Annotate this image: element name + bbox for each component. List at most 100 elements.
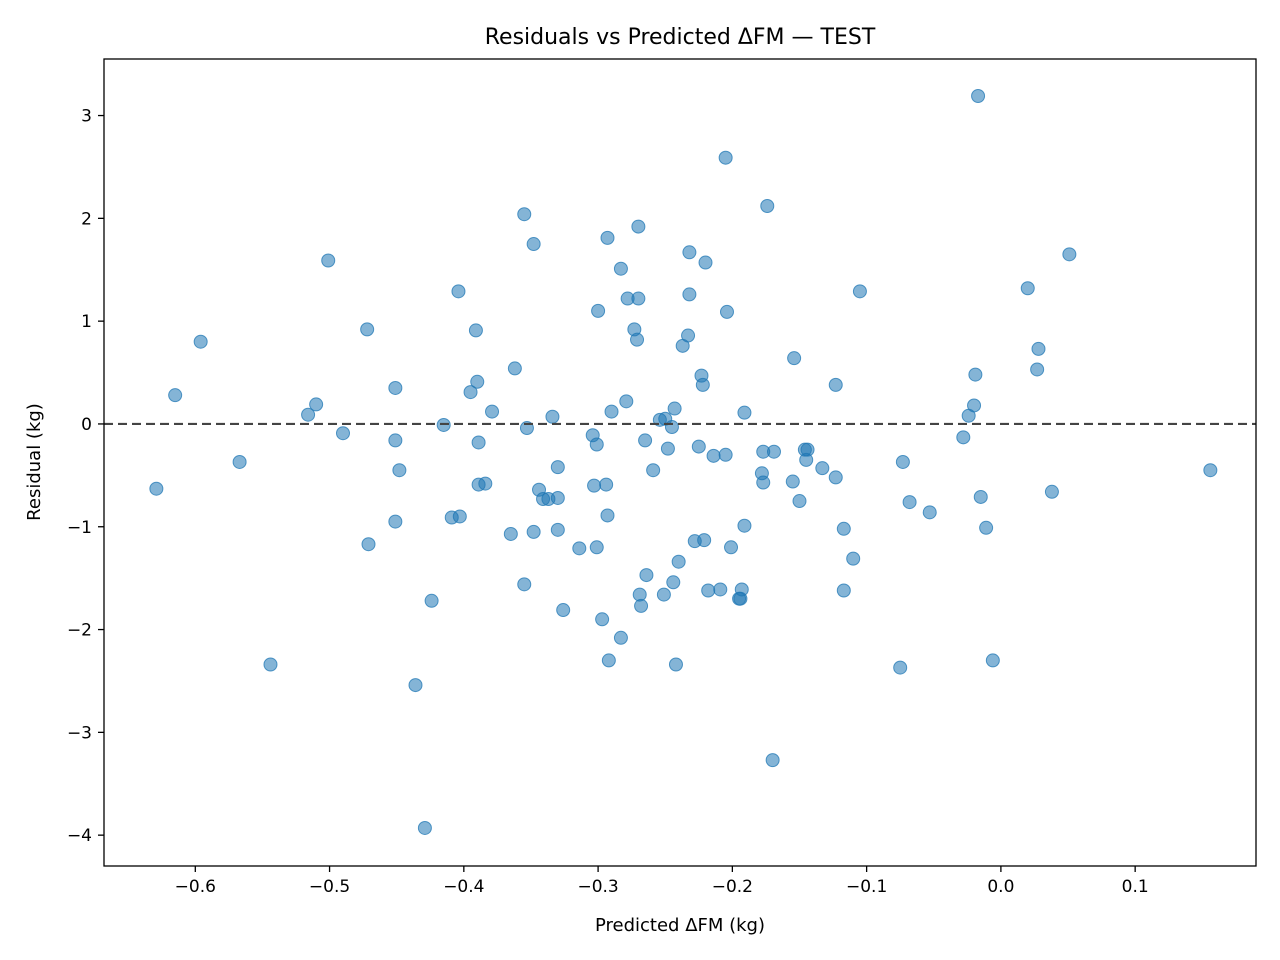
data-point xyxy=(660,441,675,456)
data-point xyxy=(895,454,910,469)
data-point xyxy=(682,287,697,302)
data-point xyxy=(967,398,982,413)
data-point xyxy=(600,230,615,245)
y-tick-label: 3 xyxy=(81,107,92,127)
data-point xyxy=(766,444,781,459)
data-point xyxy=(604,404,619,419)
data-point xyxy=(698,255,713,270)
data-point xyxy=(734,582,749,597)
data-point xyxy=(526,237,541,252)
data-point xyxy=(1044,484,1059,499)
data-point xyxy=(691,439,706,454)
data-point xyxy=(815,461,830,476)
data-point xyxy=(1020,281,1035,296)
data-point xyxy=(232,454,247,469)
data-point xyxy=(193,334,208,349)
data-point xyxy=(846,551,861,566)
data-point xyxy=(656,587,671,602)
data-point xyxy=(168,388,183,403)
data-point xyxy=(668,657,683,672)
y-tick-label: −2 xyxy=(67,621,92,641)
data-point xyxy=(1030,362,1045,377)
data-point xyxy=(695,377,710,392)
data-point xyxy=(724,540,739,555)
x-tick-label: −0.2 xyxy=(712,877,753,897)
x-tick-label: −0.5 xyxy=(309,877,350,897)
data-point xyxy=(309,397,324,412)
data-point xyxy=(613,261,628,276)
data-point xyxy=(392,463,407,478)
data-point xyxy=(785,474,800,489)
data-point xyxy=(1031,341,1046,356)
x-tick-label: 0.0 xyxy=(987,877,1014,897)
data-point xyxy=(922,505,937,520)
data-point xyxy=(667,401,682,416)
data-point xyxy=(956,430,971,445)
points-layer xyxy=(149,89,1218,835)
data-point xyxy=(719,304,734,319)
data-point xyxy=(545,409,560,424)
data-point xyxy=(828,377,843,392)
data-point xyxy=(792,494,807,509)
y-tick-label: 2 xyxy=(81,209,92,229)
data-point xyxy=(526,524,541,539)
data-point xyxy=(760,199,775,214)
data-point xyxy=(737,405,752,420)
data-point xyxy=(600,508,615,523)
data-point xyxy=(968,367,983,382)
data-point xyxy=(631,291,646,306)
data-point xyxy=(478,476,493,491)
x-tick-label: −0.1 xyxy=(846,877,887,897)
data-point xyxy=(630,332,645,347)
data-point xyxy=(893,660,908,675)
data-point xyxy=(971,89,986,104)
x-tick-label: 0.1 xyxy=(1122,877,1149,897)
x-tick-label: −0.6 xyxy=(175,877,216,897)
data-point xyxy=(682,245,697,260)
data-point xyxy=(360,322,375,337)
data-point xyxy=(852,284,867,299)
data-point xyxy=(335,426,350,441)
data-point xyxy=(701,583,716,598)
data-point xyxy=(613,630,628,645)
data-point xyxy=(463,385,478,400)
data-point xyxy=(737,518,752,533)
y-axis-label: Residual (kg) xyxy=(24,403,45,521)
data-point xyxy=(664,420,679,435)
y-tick-label: 1 xyxy=(81,312,92,332)
data-point xyxy=(388,380,403,395)
y-axis-ticks: −4 −3 −2 −1 0 1 2 3 xyxy=(67,107,104,846)
data-point xyxy=(638,433,653,448)
x-tick-label: −0.3 xyxy=(577,877,618,897)
data-point xyxy=(408,678,423,693)
data-point xyxy=(1062,247,1077,262)
data-point xyxy=(681,328,696,343)
data-point xyxy=(836,521,851,536)
x-tick-label: −0.4 xyxy=(443,877,484,897)
data-point xyxy=(718,447,733,462)
data-point xyxy=(601,653,616,668)
data-point xyxy=(321,253,336,268)
data-point xyxy=(550,522,565,537)
data-point xyxy=(263,657,278,672)
data-point xyxy=(587,478,602,493)
data-point xyxy=(149,481,164,496)
data-point xyxy=(301,407,316,422)
data-point xyxy=(550,460,565,475)
x-axis-label: Predicted ΔFM (kg) xyxy=(595,915,765,936)
chart-title: Residuals vs Predicted ΔFM — TEST xyxy=(485,25,876,50)
data-point xyxy=(1203,463,1218,478)
data-point xyxy=(591,303,606,318)
data-point xyxy=(361,537,376,552)
data-point xyxy=(979,520,994,535)
data-point xyxy=(828,470,843,485)
data-point xyxy=(713,582,728,597)
data-point xyxy=(985,653,1000,668)
data-point xyxy=(639,568,654,583)
y-tick-label: 0 xyxy=(81,415,92,435)
data-point xyxy=(388,433,403,448)
data-point xyxy=(646,463,661,478)
data-point xyxy=(550,490,565,505)
